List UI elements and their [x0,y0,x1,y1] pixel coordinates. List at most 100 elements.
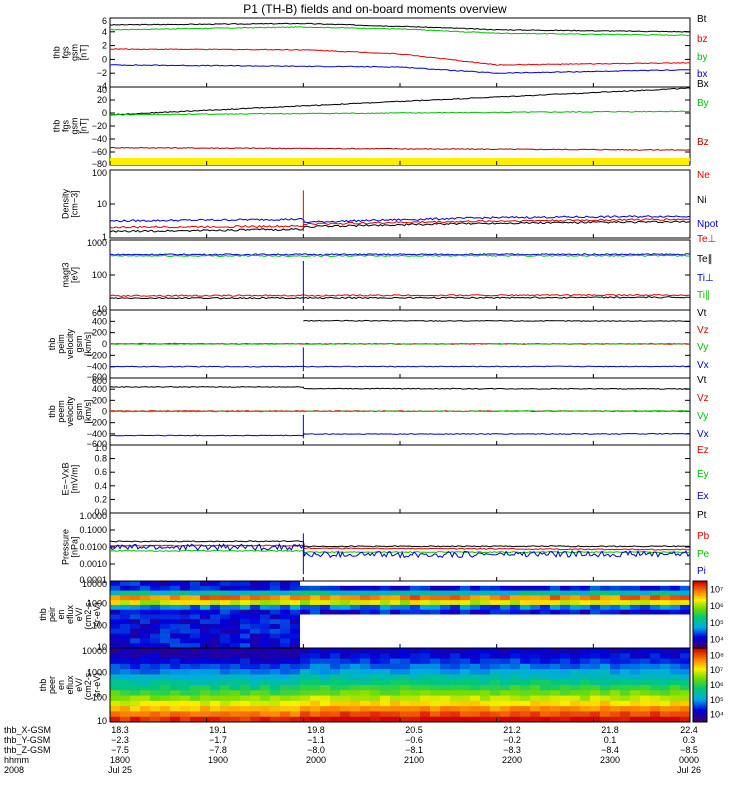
spectrogram-cell [520,685,531,691]
spectrogram-cell [430,658,441,665]
spectrogram-cell [470,633,481,639]
spectrogram-cell [660,663,671,670]
spectrogram-cell [290,628,301,635]
spectrogram-cell [440,581,451,587]
spectrogram-cell [460,585,471,592]
spectrogram-cell [130,674,141,681]
spectrogram-cell [550,585,561,592]
spectrogram-cell [520,590,531,596]
spectrogram-cell [350,706,361,712]
spectrogram-cell [660,695,671,702]
spectrogram-cell [160,628,171,635]
spectrogram-cell [650,624,661,630]
legend-vz: Vz [697,393,709,404]
spectrogram-cell [160,711,171,718]
spectrogram-cell [670,585,681,592]
spectrogram-cell [120,614,131,620]
spectrogram-cell [640,663,651,670]
spectrogram-cell [220,638,231,644]
spectrogram-cell [320,658,331,665]
spectrogram-cell [670,685,681,691]
colorbar-cell [693,607,707,610]
series-pe [109,549,691,554]
spectrogram-cell [600,663,611,670]
spectrogram-cell [340,581,351,587]
spectrogram-cell [230,600,241,606]
spectrogram-cell [520,619,531,625]
spectrogram-cell [300,581,311,587]
spectrogram-cell [640,638,651,644]
spectrogram-cell [440,600,451,606]
spectrogram-cell [170,685,181,691]
spectrogram-cell [260,685,271,691]
spectrogram-cell [160,619,171,625]
spectrogram-cell [610,604,621,611]
spectrogram-cell [560,711,571,718]
panel-7-ytick-label: 0.6 [94,467,107,477]
spectrogram-cell [600,648,611,654]
spectrogram-cell [420,643,431,649]
spectrogram-cell [260,658,271,665]
spectrogram-cell [430,653,441,660]
spectrogram-cell [130,669,141,675]
panel-10-ylabel-line: sr-eV) [92,673,102,698]
spectrogram-cell [300,690,311,697]
spectrogram-cell [340,604,351,611]
spectrogram-cell [460,628,471,635]
spectrogram-cell [580,590,591,596]
spectrogram-cell [470,648,481,654]
spectrogram-cell [370,695,381,702]
spectrogram-cell [420,685,431,691]
colorbar-cell [693,649,707,653]
series-vx [109,365,691,368]
spectrogram-cell [200,658,211,665]
spectrogram-cell [220,581,231,587]
spectrogram-cell [280,685,291,691]
spectrogram-cell [570,628,581,635]
spectrogram-cell [260,595,271,601]
spectrogram-cell [120,706,131,712]
spectrogram-cell [660,690,671,697]
spectrogram-cell [610,690,621,697]
spectrogram-cell [560,663,571,670]
spectrogram-cell [220,590,231,596]
spectrogram-cell [420,633,431,639]
xaxis-row-value: 1800 [109,755,131,765]
spectrogram-cell [590,663,601,670]
spectrogram-cell [210,614,221,620]
spectrogram-cell [560,700,571,707]
spectrogram-cell [320,619,331,625]
panel-7-ytick-label: 0.2 [94,494,107,504]
spectrogram-cell [640,604,651,611]
xaxis-row-value: Jul 26 [676,765,702,775]
spectrogram-cell [520,653,531,660]
spectrogram-cell [190,674,201,681]
xaxis-row-label: 2008 [4,765,25,775]
panel-9-ylabel-line: thb [38,608,48,621]
spectrogram-cell [420,716,431,723]
spectrogram-cell [170,600,181,606]
spectrogram-cell [200,711,211,718]
spectrogram-cell [580,638,591,644]
spectrogram-cell [500,643,511,649]
spectrogram-cell [110,716,121,723]
spectrogram-cell [240,695,251,702]
spectrogram-cell [680,628,691,635]
spectrogram-cell [620,619,631,625]
spectrogram-cell [330,706,341,712]
panel-8-ytick-label: 1.0000 [79,511,107,521]
spectrogram-cell [560,581,571,587]
spectrogram-cell [340,685,351,691]
spectrogram-cell [460,624,471,630]
spectrogram-cell [500,679,511,686]
spectrogram-cell [400,658,411,665]
spectrogram-cell [320,653,331,660]
spectrogram-cell [260,619,271,625]
spectrogram-cell [230,581,241,587]
spectrogram-cell [160,590,171,596]
panel-4-ytick-label: 100 [92,270,107,280]
legend-te: Te∥ [697,254,713,265]
spectrogram-cell [450,716,461,723]
colorbar-cell [693,699,707,703]
